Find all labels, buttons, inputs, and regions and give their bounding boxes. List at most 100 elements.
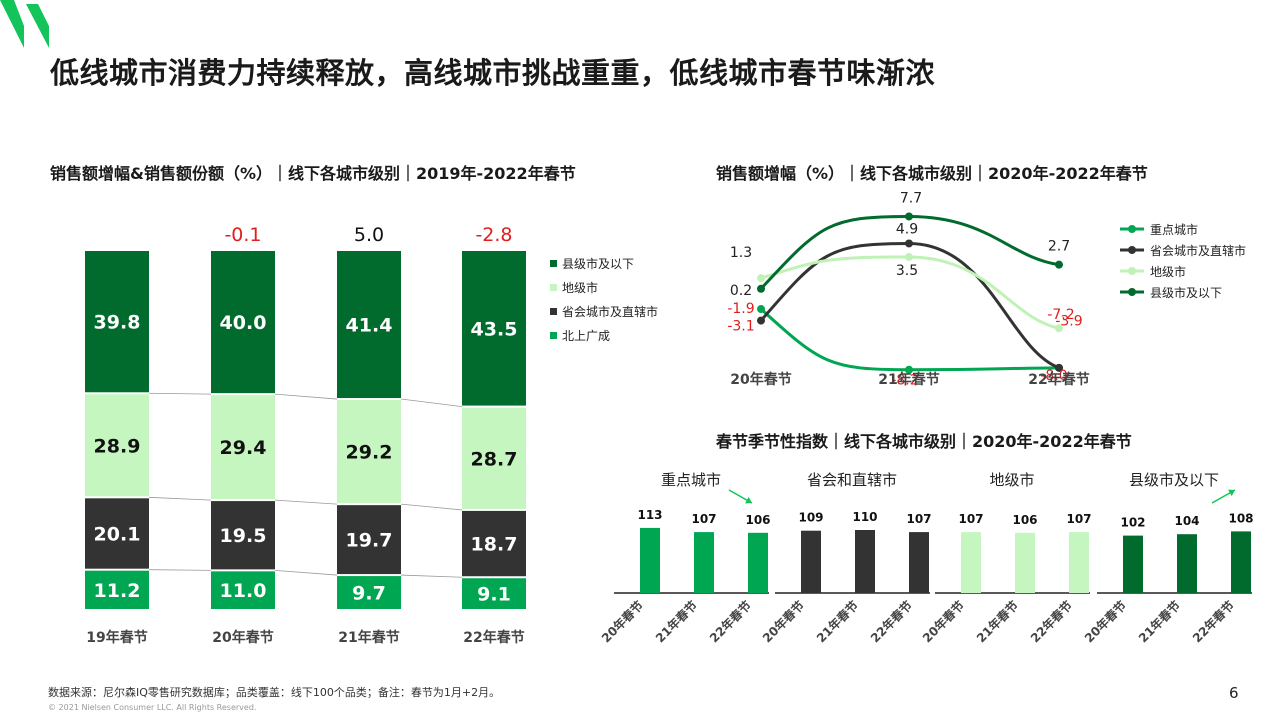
seasonal-value-label: 104 <box>1174 514 1199 528</box>
line-value-label: 4.9 <box>896 221 918 237</box>
line-point <box>757 305 765 314</box>
seasonal-bar <box>1231 531 1251 593</box>
panel-title: 县级市及以下 <box>1129 471 1219 489</box>
segment-value-label: 9.7 <box>352 583 386 605</box>
x-tick-label: 21年春节 <box>973 598 1021 646</box>
seasonal-bar <box>855 530 875 593</box>
x-tick-label: 20年春节 <box>919 598 967 646</box>
seasonal-bar <box>1177 534 1197 593</box>
segment-value-label: 11.2 <box>94 580 141 602</box>
legend-label: 地级市 <box>1150 264 1186 279</box>
stacked-bar-segment <box>211 571 275 609</box>
seasonal-value-label: 106 <box>1012 513 1037 527</box>
x-tick-label: 22年春节 <box>1027 598 1075 646</box>
x-tick-label: 21年春节 <box>652 598 700 646</box>
segment-value-label: 28.7 <box>471 448 518 470</box>
segment-connector-line <box>274 569 338 576</box>
segment-connector-line <box>274 393 338 400</box>
seasonal-value-label: 107 <box>958 512 983 526</box>
line-point <box>1055 363 1063 372</box>
x-tick-label: 21年春节 <box>1135 598 1183 646</box>
segment-value-label: 29.4 <box>220 437 267 459</box>
stacked-bar-segment <box>337 251 401 399</box>
line-value-label: 7.7 <box>900 190 922 206</box>
segment-connector-line <box>148 392 212 395</box>
line-value-label: 2.7 <box>1048 239 1070 255</box>
arrow-down-right-icon <box>728 489 753 504</box>
segment-value-label: 41.4 <box>346 315 393 337</box>
legend-marker <box>1128 288 1136 296</box>
x-tick-label: 20年春节 <box>212 629 273 646</box>
line-value-label: -7.2 <box>1047 307 1074 323</box>
segment-connector-line <box>148 496 212 501</box>
line-value-label: 1.3 <box>730 245 752 261</box>
segment-value-label: 28.9 <box>94 435 141 457</box>
segment-value-label: 9.1 <box>477 584 511 606</box>
seasonal-bar <box>748 532 768 593</box>
x-tick-label: 20年春节 <box>759 598 807 646</box>
segment-value-label: 43.5 <box>471 318 518 340</box>
legend-label: 省会城市及直辖市 <box>562 304 658 319</box>
legend-label: 县级市及以下 <box>562 256 634 271</box>
stacked-bar-segment <box>462 251 526 406</box>
x-tick-label: 22年春节 <box>867 598 915 646</box>
legend-marker <box>1128 246 1136 254</box>
stacked-chart-title: 销售额增幅&销售额份额（%）｜线下各城市级别｜2019年-2022年春节 <box>50 164 576 183</box>
segment-value-label: 20.1 <box>94 524 141 546</box>
x-tick-label: 20年春节 <box>598 598 646 646</box>
seasonal-bar <box>640 527 660 593</box>
legend-label: 北上广成 <box>562 329 610 343</box>
segment-connector-line <box>400 398 463 407</box>
line-chart-title: 销售额增幅（%）｜线下各城市级别｜2020年-2022年春节 <box>716 164 1148 183</box>
line-value-label: 0.2 <box>730 283 752 299</box>
trend-arrow-head <box>745 496 752 504</box>
footer-copyright: © 2021 Nielsen Consumer LLC. All Rights … <box>48 703 257 712</box>
stacked-bar-segment <box>211 395 275 500</box>
panel-title: 地级市 <box>989 471 1034 489</box>
stacked-bar-segment <box>462 407 526 509</box>
stacked-bar-segment <box>85 498 149 569</box>
segment-value-label: 39.8 <box>94 312 141 334</box>
seasonal-value-label: 109 <box>798 511 823 525</box>
stacked-bar-segment <box>85 394 149 497</box>
line-value-label: 3.5 <box>896 263 918 279</box>
x-tick-label: 21年春节 <box>338 629 399 646</box>
legend-swatch <box>550 332 557 339</box>
seasonal-value-label: 110 <box>852 510 877 524</box>
segment-value-label: 19.7 <box>346 530 393 552</box>
panel-title: 重点城市 <box>661 471 721 489</box>
seasonal-chart-title: 春节季节性指数｜线下各城市级别｜2020年-2022年春节 <box>716 432 1132 451</box>
seasonal-bar <box>1015 532 1035 593</box>
x-tick-label: 20年春节 <box>730 371 791 388</box>
seasonal-value-label: 106 <box>745 513 770 527</box>
seasonal-bar <box>961 532 981 593</box>
stacked-bar-segment <box>337 576 401 609</box>
legend-swatch <box>550 284 557 291</box>
growth-total-label: 5.0 <box>354 224 384 246</box>
segment-connector-line <box>148 569 212 571</box>
x-tick-label: 19年春节 <box>86 629 147 646</box>
line-value-label: -8.0 <box>1040 368 1067 384</box>
segment-value-label: 11.0 <box>220 580 267 602</box>
stacked-bar-segment <box>85 570 149 609</box>
arrow-up-right-icon <box>1211 489 1236 504</box>
legend-label: 地级市 <box>562 280 598 295</box>
x-tick-label: 20年春节 <box>1081 598 1129 646</box>
seasonal-value-label: 113 <box>637 508 662 522</box>
legend-marker <box>1128 225 1136 233</box>
stacked-bar-segment <box>85 251 149 393</box>
x-tick-label: 22年春节 <box>1028 371 1089 388</box>
page-number: 6 <box>1229 684 1239 702</box>
legend-swatch <box>550 260 557 267</box>
line-point <box>905 252 913 261</box>
stacked-bar-segment <box>211 251 275 394</box>
trend-arrow-head <box>1228 489 1235 497</box>
panel-title: 省会和直辖市 <box>807 471 897 489</box>
nielsen-logo-icon <box>0 0 49 48</box>
segment-connector-line <box>274 499 338 505</box>
segment-connector-line <box>400 503 463 511</box>
line-point <box>757 274 765 283</box>
stacked-bar-segment <box>211 501 275 570</box>
